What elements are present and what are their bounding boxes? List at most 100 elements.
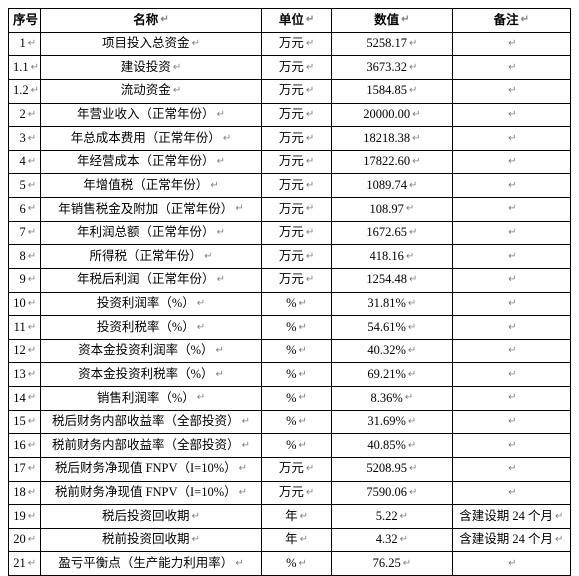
cell-remark: ↵ xyxy=(452,387,570,411)
cell-value-text: 20000.00 xyxy=(363,107,410,121)
cell-unit-text: 万元 xyxy=(279,225,304,239)
cell-seq: 1.1↵ xyxy=(9,56,41,80)
enter-mark-icon: ↵ xyxy=(299,416,307,427)
cell-value-text: 18218.38 xyxy=(363,131,410,145)
cell-value: 18218.38↵ xyxy=(332,127,452,151)
cell-seq: 13↵ xyxy=(9,363,41,387)
cell-seq: 18↵ xyxy=(9,481,41,505)
enter-mark-icon: ↵ xyxy=(555,511,563,522)
cell-name: 年利润总额（正常年份）↵ xyxy=(41,221,262,245)
enter-mark-icon: ↵ xyxy=(408,369,416,380)
cell-unit-text: 万元 xyxy=(279,249,304,263)
enter-mark-icon: ↵ xyxy=(299,558,307,569)
cell-name-text: 税前投资回收期 xyxy=(102,532,190,546)
enter-mark-icon: ↵ xyxy=(28,487,36,498)
cell-value-text: 1089.74 xyxy=(366,178,407,192)
table-row: 10↵投资利润率（%）↵%↵31.81%↵↵ xyxy=(9,292,571,316)
cell-remark: ↵ xyxy=(452,363,570,387)
cell-name: 年税后利润（正常年份）↵ xyxy=(41,268,262,292)
enter-mark-icon: ↵ xyxy=(412,109,420,120)
enter-mark-icon: ↵ xyxy=(28,369,36,380)
enter-mark-icon: ↵ xyxy=(28,345,36,356)
cell-unit-text: 万元 xyxy=(279,60,304,74)
cell-name-text: 年利润总额（正常年份） xyxy=(77,225,215,239)
enter-mark-icon: ↵ xyxy=(409,487,417,498)
cell-seq-text: 5 xyxy=(19,178,25,192)
cell-unit: %↵ xyxy=(261,410,331,434)
enter-mark-icon: ↵ xyxy=(508,180,516,191)
table-row: 1↵项目投入总资金↵万元↵5258.17↵↵ xyxy=(9,32,571,56)
cell-value-text: 76.25 xyxy=(373,556,401,570)
cell-value: 5258.17↵ xyxy=(332,32,452,56)
enter-mark-icon: ↵ xyxy=(400,534,408,545)
cell-unit-text: 万元 xyxy=(279,107,304,121)
cell-remark: ↵ xyxy=(452,245,570,269)
cell-unit-text: 万元 xyxy=(279,485,304,499)
cell-name: 年销售税金及附加（正常年份）↵ xyxy=(41,198,262,222)
cell-seq: 14↵ xyxy=(9,387,41,411)
enter-mark-icon: ↵ xyxy=(235,558,243,569)
cell-name-text: 年税后利润（正常年份） xyxy=(77,272,215,286)
enter-mark-icon: ↵ xyxy=(299,322,307,333)
enter-mark-icon: ↵ xyxy=(306,274,314,285)
cell-unit-text: 万元 xyxy=(279,272,304,286)
cell-name: 税前财务内部收益率（全部投资）↵ xyxy=(41,434,262,458)
cell-remark-text: 含建设期 24 个月 xyxy=(459,509,553,523)
table-row: 2↵年营业收入（正常年份）↵万元↵20000.00↵↵ xyxy=(9,103,571,127)
cell-unit-text: % xyxy=(286,367,296,381)
cell-seq: 9↵ xyxy=(9,268,41,292)
cell-value-text: 31.81% xyxy=(367,296,406,310)
cell-value: 40.85%↵ xyxy=(332,434,452,458)
cell-remark: ↵ xyxy=(452,552,570,576)
cell-value: 418.16↵ xyxy=(332,245,452,269)
enter-mark-icon: ↵ xyxy=(508,416,516,427)
enter-mark-icon: ↵ xyxy=(28,440,36,451)
cell-value-text: 5258.17 xyxy=(366,36,407,50)
header-unit: 单位↵ xyxy=(261,9,331,33)
enter-mark-icon: ↵ xyxy=(508,203,516,214)
cell-seq-text: 2 xyxy=(19,107,25,121)
cell-value: 31.69%↵ xyxy=(332,410,452,434)
cell-value-text: 31.69% xyxy=(367,414,406,428)
cell-name-text: 所得税（正常年份） xyxy=(90,249,203,263)
cell-value: 1672.65↵ xyxy=(332,221,452,245)
enter-mark-icon: ↵ xyxy=(28,298,36,309)
cell-seq-text: 4 xyxy=(19,154,25,168)
cell-value: 1089.74↵ xyxy=(332,174,452,198)
enter-mark-icon: ↵ xyxy=(217,227,225,238)
cell-name-text: 资本金投资利税率（%） xyxy=(78,367,213,381)
cell-unit-text: 万元 xyxy=(279,154,304,168)
cell-remark: 含建设期 24 个月↵ xyxy=(452,528,570,552)
enter-mark-icon: ↵ xyxy=(306,85,314,96)
enter-mark-icon: ↵ xyxy=(508,227,516,238)
cell-name-text: 年增值税（正常年份） xyxy=(83,178,208,192)
cell-value-text: 5208.95 xyxy=(366,461,407,475)
cell-name: 税前财务净现值 FNPV（I=10%）↵ xyxy=(41,481,262,505)
enter-mark-icon: ↵ xyxy=(28,227,36,238)
cell-name: 税后财务内部收益率（全部投资）↵ xyxy=(41,410,262,434)
cell-name: 年营业收入（正常年份）↵ xyxy=(41,103,262,127)
header-seq: 序号↵ xyxy=(9,9,41,33)
enter-mark-icon: ↵ xyxy=(239,487,247,498)
cell-seq: 21↵ xyxy=(9,552,41,576)
cell-seq-text: 16 xyxy=(13,438,26,452)
cell-value-text: 1254.48 xyxy=(366,272,407,286)
enter-mark-icon: ↵ xyxy=(216,345,224,356)
cell-unit: %↵ xyxy=(261,339,331,363)
cell-unit-text: % xyxy=(286,556,296,570)
enter-mark-icon: ↵ xyxy=(306,156,314,167)
enter-mark-icon: ↵ xyxy=(306,227,314,238)
enter-mark-icon: ↵ xyxy=(28,133,36,144)
enter-mark-icon: ↵ xyxy=(403,558,411,569)
enter-mark-icon: ↵ xyxy=(173,85,181,96)
cell-value: 1254.48↵ xyxy=(332,268,452,292)
table-row: 13↵资本金投资利税率（%）↵%↵69.21%↵↵ xyxy=(9,363,571,387)
enter-mark-icon: ↵ xyxy=(306,109,314,120)
cell-name: 所得税（正常年份）↵ xyxy=(41,245,262,269)
cell-unit: 万元↵ xyxy=(261,150,331,174)
enter-mark-icon: ↵ xyxy=(28,322,36,333)
cell-unit: 万元↵ xyxy=(261,32,331,56)
cell-name-text: 投资利润率（%） xyxy=(97,296,195,310)
enter-mark-icon: ↵ xyxy=(508,322,516,333)
cell-value-text: 418.16 xyxy=(369,249,403,263)
